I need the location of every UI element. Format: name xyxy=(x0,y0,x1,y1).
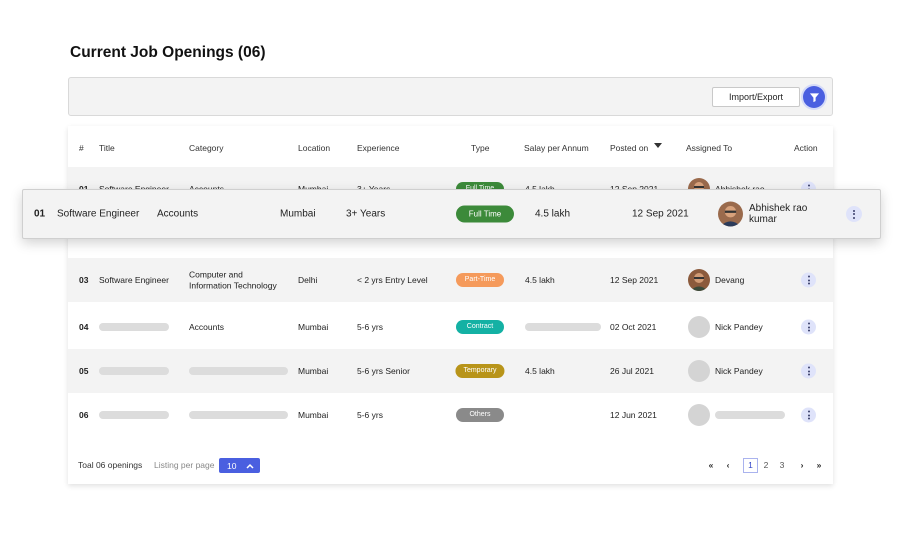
row-posted: 12 Jun 2021 xyxy=(610,410,657,420)
total-openings: Toal 06 openings xyxy=(78,460,143,470)
type-badge: Contract xyxy=(456,320,504,334)
row-experience: 5-6 yrs xyxy=(357,322,383,332)
row-category-line: Computer and xyxy=(189,269,243,280)
more-options-icon[interactable] xyxy=(801,363,816,379)
row-experience: 5-6 yrs xyxy=(357,410,383,420)
more-options-icon[interactable] xyxy=(801,407,816,423)
avatar xyxy=(688,360,710,382)
header-category[interactable]: Category xyxy=(189,143,224,153)
row-title: Software Engineer xyxy=(57,208,140,220)
row-location: Mumbai xyxy=(280,208,316,220)
row-number: 03 xyxy=(79,275,89,285)
table-row[interactable]: 03 Software Engineer Computer and Inform… xyxy=(68,258,833,302)
type-badge: Others xyxy=(456,408,504,422)
header-type[interactable]: Type xyxy=(471,143,490,153)
page-2-button[interactable]: 2 xyxy=(763,460,769,470)
row-category: Computer and Information Technology xyxy=(189,270,277,291)
header-num: # xyxy=(79,143,84,153)
header-title[interactable]: Title xyxy=(99,143,115,153)
first-page-button[interactable]: « xyxy=(708,460,714,470)
avatar xyxy=(718,201,743,227)
row-assigned: Nick Pandey xyxy=(715,366,763,376)
chevron-up-icon xyxy=(246,463,254,469)
more-options-icon[interactable] xyxy=(801,272,816,288)
row-category: Accounts xyxy=(157,208,199,220)
skeleton-placeholder xyxy=(99,323,169,331)
type-badge: Full Time xyxy=(456,205,514,223)
skeleton-placeholder xyxy=(189,367,288,375)
row-assigned: Devang xyxy=(715,275,745,285)
header-action: Action xyxy=(794,143,818,153)
row-experience: 3+ Years xyxy=(346,208,386,220)
avatar xyxy=(688,404,710,426)
more-options-icon[interactable] xyxy=(846,206,862,222)
row-location: Delhi xyxy=(298,275,318,285)
row-assigned: Nick Pandey xyxy=(715,322,763,332)
import-export-button[interactable]: Import/Export xyxy=(712,87,800,107)
table-row[interactable]: 05 Mumbai 5-6 yrs Senior Temporary 4.5 l… xyxy=(68,349,833,393)
row-number: 05 xyxy=(79,366,89,376)
row-number: 06 xyxy=(79,410,89,420)
row-experience: 5-6 yrs Senior xyxy=(357,366,410,376)
table-footer: Toal 06 openings Listing per page 10 « ‹… xyxy=(68,446,833,484)
next-page-button[interactable]: › xyxy=(800,460,804,470)
type-badge: Temporary xyxy=(455,364,505,378)
page-title: Current Job Openings (06) xyxy=(70,44,266,61)
row-assigned: Abhishek rao kumar xyxy=(749,203,807,225)
skeleton-placeholder xyxy=(99,367,169,375)
highlighted-row[interactable]: 01 Software Engineer Accounts Mumbai 3+ … xyxy=(22,189,881,239)
listing-per-page-label: Listing per page xyxy=(154,460,215,470)
skeleton-placeholder xyxy=(525,323,601,331)
row-number: 04 xyxy=(79,322,89,332)
header-salary[interactable]: Salay per Annum xyxy=(524,143,589,153)
page-3-button[interactable]: 3 xyxy=(779,460,785,470)
row-location: Mumbai xyxy=(298,366,329,376)
row-salary: 4.5 lakh xyxy=(535,208,571,220)
assigned-line: kumar xyxy=(749,214,777,225)
per-page-select[interactable]: 10 xyxy=(219,458,260,473)
header-location[interactable]: Location xyxy=(298,143,331,153)
assigned-line: Abhishek rao xyxy=(749,203,808,214)
per-page-value: 10 xyxy=(227,460,237,471)
row-posted: 12 Sep 2021 xyxy=(610,275,659,285)
skeleton-placeholder xyxy=(715,411,785,419)
type-badge: Part-Time xyxy=(456,273,504,287)
skeleton-placeholder xyxy=(189,411,288,419)
row-title: Software Engineer xyxy=(99,275,169,285)
last-page-button[interactable]: » xyxy=(816,460,822,470)
row-experience: < 2 yrs Entry Level xyxy=(357,275,428,285)
row-category-line: Information Technology xyxy=(189,280,277,290)
page-1-button[interactable]: 1 xyxy=(743,458,758,473)
header-assigned[interactable]: Assigned To xyxy=(686,143,733,153)
skeleton-placeholder xyxy=(99,411,169,419)
table-row[interactable]: 04 Accounts Mumbai 5-6 yrs Contract 02 O… xyxy=(68,305,833,349)
filter-icon xyxy=(809,92,819,102)
row-location: Mumbai xyxy=(298,322,329,332)
row-category: Accounts xyxy=(189,322,224,332)
row-posted: 02 Oct 2021 xyxy=(610,322,657,332)
prev-page-button[interactable]: ‹ xyxy=(726,460,730,470)
row-number: 01 xyxy=(34,208,46,220)
header-experience[interactable]: Experience xyxy=(357,143,400,153)
avatar xyxy=(688,316,710,338)
row-posted: 26 Jul 2021 xyxy=(610,366,654,376)
job-openings-table: # Title Category Location Experience Typ… xyxy=(68,126,833,484)
sort-desc-icon[interactable] xyxy=(654,143,662,148)
row-salary: 4.5 lakh xyxy=(525,275,555,285)
row-salary: 4.5 lakh xyxy=(525,366,555,376)
avatar xyxy=(688,269,710,291)
toolbar: Import/Export xyxy=(68,77,833,116)
row-location: Mumbai xyxy=(298,410,329,420)
row-posted: 12 Sep 2021 xyxy=(632,208,689,220)
header-posted[interactable]: Posted on xyxy=(610,143,649,153)
table-row[interactable]: 06 Mumbai 5-6 yrs Others 12 Jun 2021 xyxy=(68,393,833,437)
more-options-icon[interactable] xyxy=(801,319,816,335)
filter-button[interactable] xyxy=(803,86,825,108)
